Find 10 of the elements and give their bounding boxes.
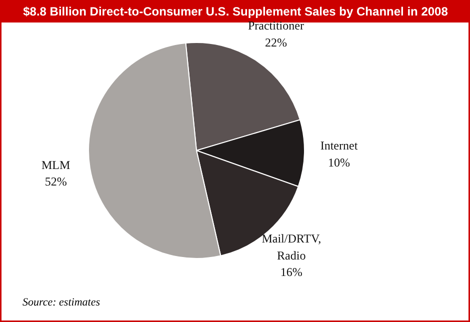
slice-label: Mail/DRTV, Radio [262,231,322,262]
data-label: 52% [44,174,67,189]
data-label: 10% [328,156,350,170]
data-label: 16% [280,265,302,280]
data-label: 22% [264,35,287,50]
source-note: Source: estimates [22,296,100,308]
chart-title: $8.8 Billion Direct-to-Consumer U.S. Supplement Sales by Channel in 2008 [23,4,448,18]
slice-label: Internet [320,138,358,153]
slice-label: Practitioner [248,18,304,33]
slice-label: MLM [41,158,70,172]
